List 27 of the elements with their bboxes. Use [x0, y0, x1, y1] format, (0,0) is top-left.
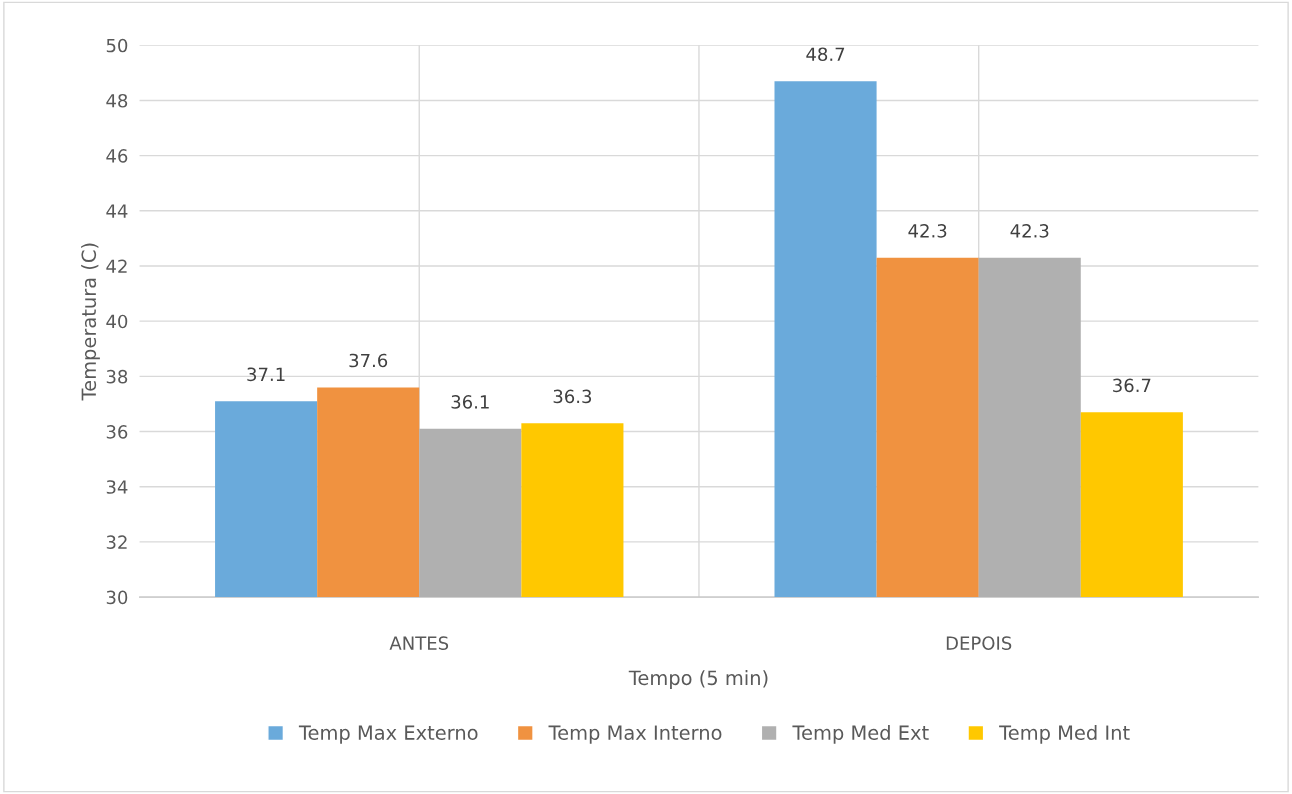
legend-label: Temp Max Interno: [548, 725, 722, 744]
data-label: 36.7: [1113, 378, 1151, 393]
legend-label: Temp Max Externo: [298, 725, 478, 744]
y-tick-label: 46: [106, 149, 128, 163]
y-tick-label: 30: [106, 590, 128, 605]
y-tick-label: 44: [106, 204, 128, 218]
data-label: 36.1: [451, 395, 489, 409]
y-tick-label: 48: [106, 93, 128, 108]
y-tick-label: 36: [106, 425, 128, 439]
data-label: 42.3: [908, 224, 947, 238]
y-axis-title: Temperatura (C): [81, 243, 100, 401]
data-label: 37.6: [349, 353, 388, 368]
y-tick-label: 40: [106, 314, 128, 329]
data-label: 36.3: [553, 389, 592, 404]
legend-label: Temp Med Int: [999, 724, 1130, 744]
data-label: 48.7: [806, 47, 845, 62]
x-axis-title: Tempo (5 min): [628, 670, 768, 689]
data-label: 42.3: [1010, 224, 1049, 238]
y-tick-label: 38: [106, 369, 128, 384]
y-tick-label: 42: [106, 259, 127, 273]
x-tick-label: DEPOIS: [946, 636, 1012, 650]
y-tick-label: 32: [106, 535, 127, 550]
legend-label: Temp Med Ext: [792, 724, 929, 744]
x-tick-label: ANTES: [389, 636, 449, 650]
y-tick-label: 34: [106, 480, 128, 494]
data-label: 37.1: [247, 367, 285, 382]
y-tick-label: 50: [106, 38, 128, 53]
